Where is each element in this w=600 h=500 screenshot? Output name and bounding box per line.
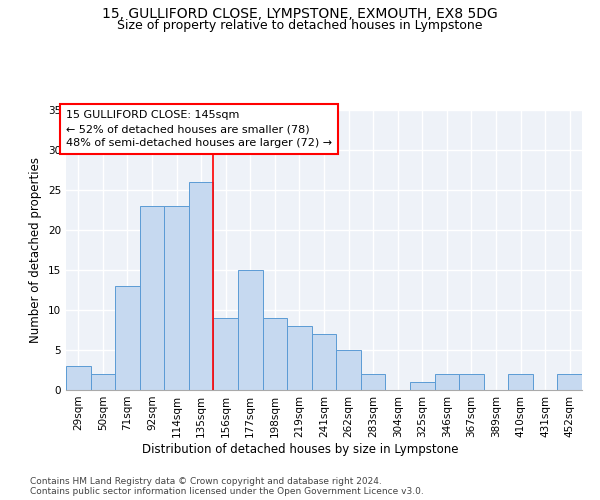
Bar [189, 182, 214, 390]
Bar [459, 374, 484, 390]
Bar [557, 374, 582, 390]
Bar [361, 374, 385, 390]
Bar [238, 270, 263, 390]
Bar [312, 334, 336, 390]
Bar [140, 206, 164, 390]
Text: Distribution of detached houses by size in Lympstone: Distribution of detached houses by size … [142, 442, 458, 456]
Bar [287, 326, 312, 390]
Text: Contains public sector information licensed under the Open Government Licence v3: Contains public sector information licen… [30, 488, 424, 496]
Bar [263, 318, 287, 390]
Y-axis label: Number of detached properties: Number of detached properties [29, 157, 43, 343]
Bar [214, 318, 238, 390]
Bar [336, 350, 361, 390]
Bar [66, 366, 91, 390]
Bar [115, 286, 140, 390]
Text: 15, GULLIFORD CLOSE, LYMPSTONE, EXMOUTH, EX8 5DG: 15, GULLIFORD CLOSE, LYMPSTONE, EXMOUTH,… [102, 8, 498, 22]
Bar [410, 382, 434, 390]
Bar [508, 374, 533, 390]
Text: Contains HM Land Registry data © Crown copyright and database right 2024.: Contains HM Land Registry data © Crown c… [30, 478, 382, 486]
Text: 15 GULLIFORD CLOSE: 145sqm
← 52% of detached houses are smaller (78)
48% of semi: 15 GULLIFORD CLOSE: 145sqm ← 52% of deta… [66, 110, 332, 148]
Text: Size of property relative to detached houses in Lympstone: Size of property relative to detached ho… [117, 19, 483, 32]
Bar [434, 374, 459, 390]
Bar [91, 374, 115, 390]
Bar [164, 206, 189, 390]
